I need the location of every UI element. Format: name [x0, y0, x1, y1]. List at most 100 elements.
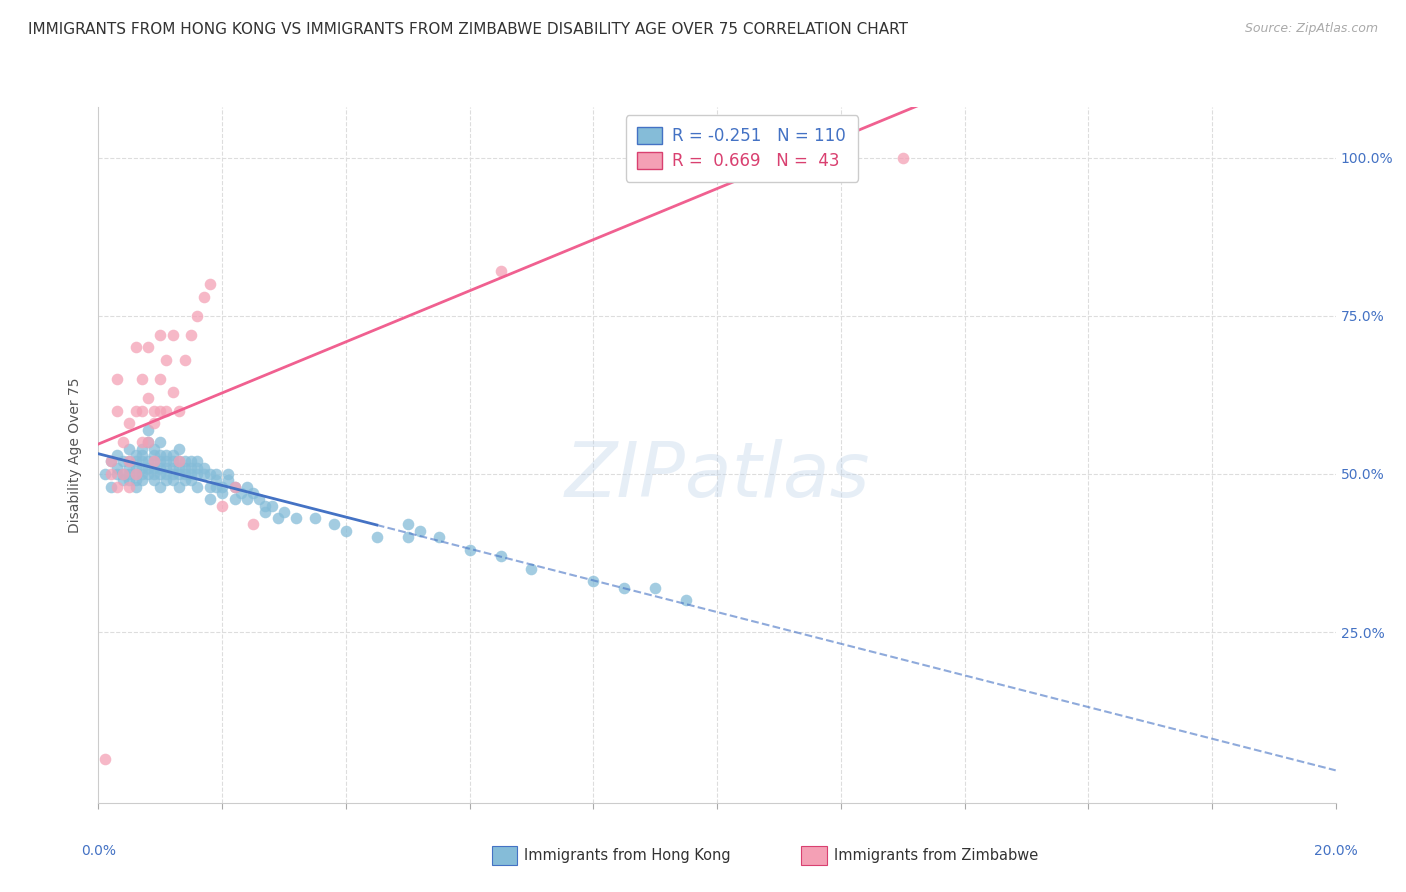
- Point: [131, 460, 153, 475]
- Point: [155, 448, 177, 462]
- Point: [124, 448, 146, 462]
- Point: [124, 479, 146, 493]
- Point: [143, 403, 166, 417]
- Point: [167, 460, 190, 475]
- Point: [396, 517, 419, 532]
- Point: [260, 499, 283, 513]
- Point: [143, 442, 166, 456]
- Point: [131, 442, 153, 456]
- Point: [180, 467, 202, 481]
- Point: [217, 473, 239, 487]
- Point: [180, 473, 202, 487]
- Point: [193, 290, 215, 304]
- Point: [124, 460, 146, 475]
- Point: [155, 473, 177, 487]
- Point: [118, 454, 141, 468]
- Point: [167, 442, 190, 456]
- Point: [366, 530, 388, 544]
- Point: [520, 562, 543, 576]
- Point: [124, 340, 146, 354]
- Point: [193, 460, 215, 475]
- Point: [427, 530, 450, 544]
- Point: [174, 460, 197, 475]
- Point: [136, 435, 159, 450]
- Point: [118, 442, 141, 456]
- Point: [143, 448, 166, 462]
- Point: [124, 473, 146, 487]
- Point: [186, 309, 208, 323]
- Point: [644, 581, 666, 595]
- Point: [131, 403, 153, 417]
- Point: [304, 511, 326, 525]
- Point: [100, 467, 122, 481]
- Point: [489, 264, 512, 278]
- Text: 20.0%: 20.0%: [1313, 844, 1358, 858]
- Point: [149, 479, 172, 493]
- Text: 0.0%: 0.0%: [82, 844, 115, 858]
- Point: [124, 467, 146, 481]
- Point: [100, 454, 122, 468]
- Point: [112, 473, 135, 487]
- Point: [131, 454, 153, 468]
- Point: [322, 517, 344, 532]
- Point: [174, 454, 197, 468]
- Point: [211, 479, 233, 493]
- Legend: R = -0.251   N = 110, R =  0.669   N =  43: R = -0.251 N = 110, R = 0.669 N = 43: [626, 115, 858, 182]
- Point: [205, 479, 228, 493]
- Point: [198, 467, 221, 481]
- Point: [162, 473, 184, 487]
- Point: [162, 460, 184, 475]
- Point: [149, 448, 172, 462]
- Point: [193, 467, 215, 481]
- Point: [254, 505, 277, 519]
- Text: IMMIGRANTS FROM HONG KONG VS IMMIGRANTS FROM ZIMBABWE DISABILITY AGE OVER 75 COR: IMMIGRANTS FROM HONG KONG VS IMMIGRANTS …: [28, 22, 908, 37]
- Point: [131, 473, 153, 487]
- Point: [100, 479, 122, 493]
- Point: [167, 403, 190, 417]
- Point: [155, 460, 177, 475]
- Point: [167, 479, 190, 493]
- Point: [174, 353, 197, 368]
- Point: [162, 448, 184, 462]
- Point: [409, 524, 432, 538]
- Point: [167, 454, 190, 468]
- Point: [186, 460, 208, 475]
- Text: Source: ZipAtlas.com: Source: ZipAtlas.com: [1244, 22, 1378, 36]
- Point: [143, 467, 166, 481]
- Point: [105, 448, 128, 462]
- Point: [247, 492, 270, 507]
- Point: [458, 542, 481, 557]
- Point: [155, 353, 177, 368]
- Point: [136, 423, 159, 437]
- Point: [118, 454, 141, 468]
- Point: [118, 417, 141, 431]
- Point: [335, 524, 357, 538]
- Point: [186, 467, 208, 481]
- Point: [149, 327, 172, 342]
- Point: [105, 479, 128, 493]
- Point: [273, 505, 295, 519]
- Point: [124, 467, 146, 481]
- Point: [118, 460, 141, 475]
- Point: [118, 473, 141, 487]
- Point: [180, 460, 202, 475]
- Point: [100, 454, 122, 468]
- Point: [155, 454, 177, 468]
- Point: [93, 467, 115, 481]
- Point: [675, 593, 697, 607]
- Point: [198, 479, 221, 493]
- Point: [186, 454, 208, 468]
- Point: [254, 499, 277, 513]
- Point: [112, 454, 135, 468]
- Point: [143, 454, 166, 468]
- Point: [229, 486, 252, 500]
- Point: [267, 511, 290, 525]
- Point: [644, 163, 666, 178]
- Text: Immigrants from Hong Kong: Immigrants from Hong Kong: [524, 848, 731, 863]
- Point: [112, 467, 135, 481]
- Text: ZIPatlas: ZIPatlas: [564, 439, 870, 513]
- Point: [205, 473, 228, 487]
- Point: [124, 454, 146, 468]
- Point: [891, 151, 914, 165]
- Point: [198, 277, 221, 292]
